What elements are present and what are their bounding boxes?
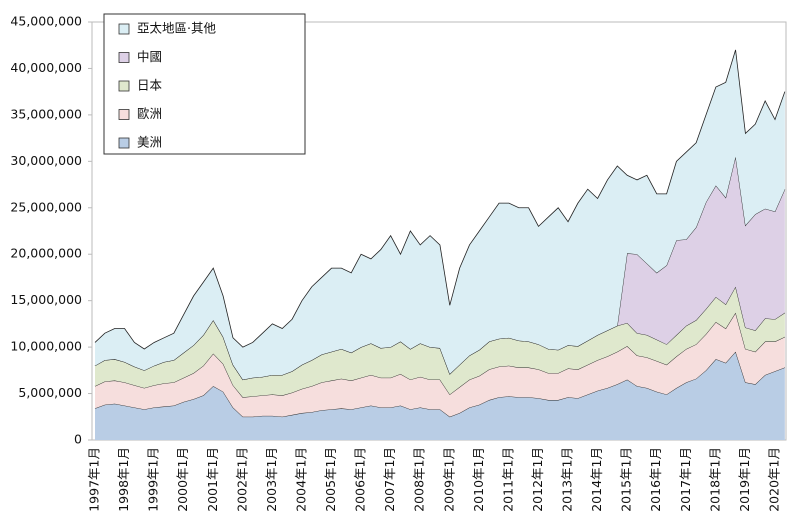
x-tick-label: 2001年1月 [205, 447, 220, 512]
x-tick-label: 2015年1月 [619, 447, 634, 512]
axes: 0 5,000,000 10,000,000 15,000,000 20,000,000… [10, 14, 781, 512]
legend-swatch [118, 109, 130, 120]
y-tick-label: 5,000,000 [18, 385, 82, 400]
legend-label: 中國 [137, 49, 162, 64]
areas [94, 49, 786, 440]
x-tick-label: 2006年1月 [353, 447, 368, 512]
area [95, 351, 785, 440]
legend-swatch [118, 80, 130, 92]
x-tick-label: 2005年1月 [323, 447, 338, 512]
legend-label: 歐洲 [137, 106, 162, 121]
y-tick-label: 30,000,000 [10, 153, 82, 168]
x-tick-label: 2019年1月 [737, 447, 752, 512]
legend: 美洲 歐洲 日本 中國 亞太地區·其他 [103, 13, 306, 155]
area [95, 312, 785, 417]
area [95, 286, 785, 398]
legend-swatch [118, 137, 130, 149]
legend-box [103, 13, 306, 155]
legend-swatch [118, 52, 130, 63]
y-tick-label: 35,000,000 [10, 106, 82, 121]
x-tick-label: 1999年1月 [146, 447, 161, 512]
y-tick-label: 40,000,000 [10, 60, 82, 75]
y-tick-label: 10,000,000 [10, 339, 82, 354]
area [95, 156, 785, 380]
legend-label: 亞太地區·其他 [137, 21, 216, 36]
x-tick-label: 2011年1月 [500, 447, 515, 512]
y-tick-label: 45,000,000 [10, 14, 82, 29]
x-tick-label: 1997年1月 [87, 447, 102, 512]
legend-label: 美洲 [137, 135, 162, 150]
x-tick-label: 2002年1月 [234, 447, 249, 512]
x-tick-label: 2007年1月 [382, 447, 397, 512]
area-edge [94, 49, 786, 350]
x-tick-label: 2016年1月 [648, 447, 663, 512]
x-tick-label: 2003年1月 [264, 447, 279, 512]
y-tick-label: 20,000,000 [10, 246, 82, 261]
x-tick-label: 2000年1月 [175, 447, 190, 512]
x-tick-label: 2012年1月 [530, 447, 545, 512]
legend-label: 日本 [137, 78, 163, 93]
x-tick-label: 2004年1月 [293, 447, 308, 512]
x-tick-label: 2010年1月 [471, 447, 486, 512]
x-tick-label: 2017年1月 [678, 447, 693, 512]
x-tick-label: 2008年1月 [412, 447, 427, 512]
legend-swatch [118, 23, 130, 35]
area [95, 49, 785, 380]
x-tick-label: 2013年1月 [560, 447, 575, 512]
x-tick-label: 1998年1月 [116, 447, 131, 512]
y-tick-label: 25,000,000 [10, 199, 82, 214]
y-tick-label: 15,000,000 [10, 292, 82, 307]
y-tick-label: 0 [74, 432, 82, 447]
x-tick-label: 2020年1月 [766, 447, 781, 512]
x-tick-label: 2018年1月 [707, 447, 722, 512]
x-tick-label: 2014年1月 [589, 447, 604, 512]
x-tick-label: 2009年1月 [441, 447, 456, 512]
